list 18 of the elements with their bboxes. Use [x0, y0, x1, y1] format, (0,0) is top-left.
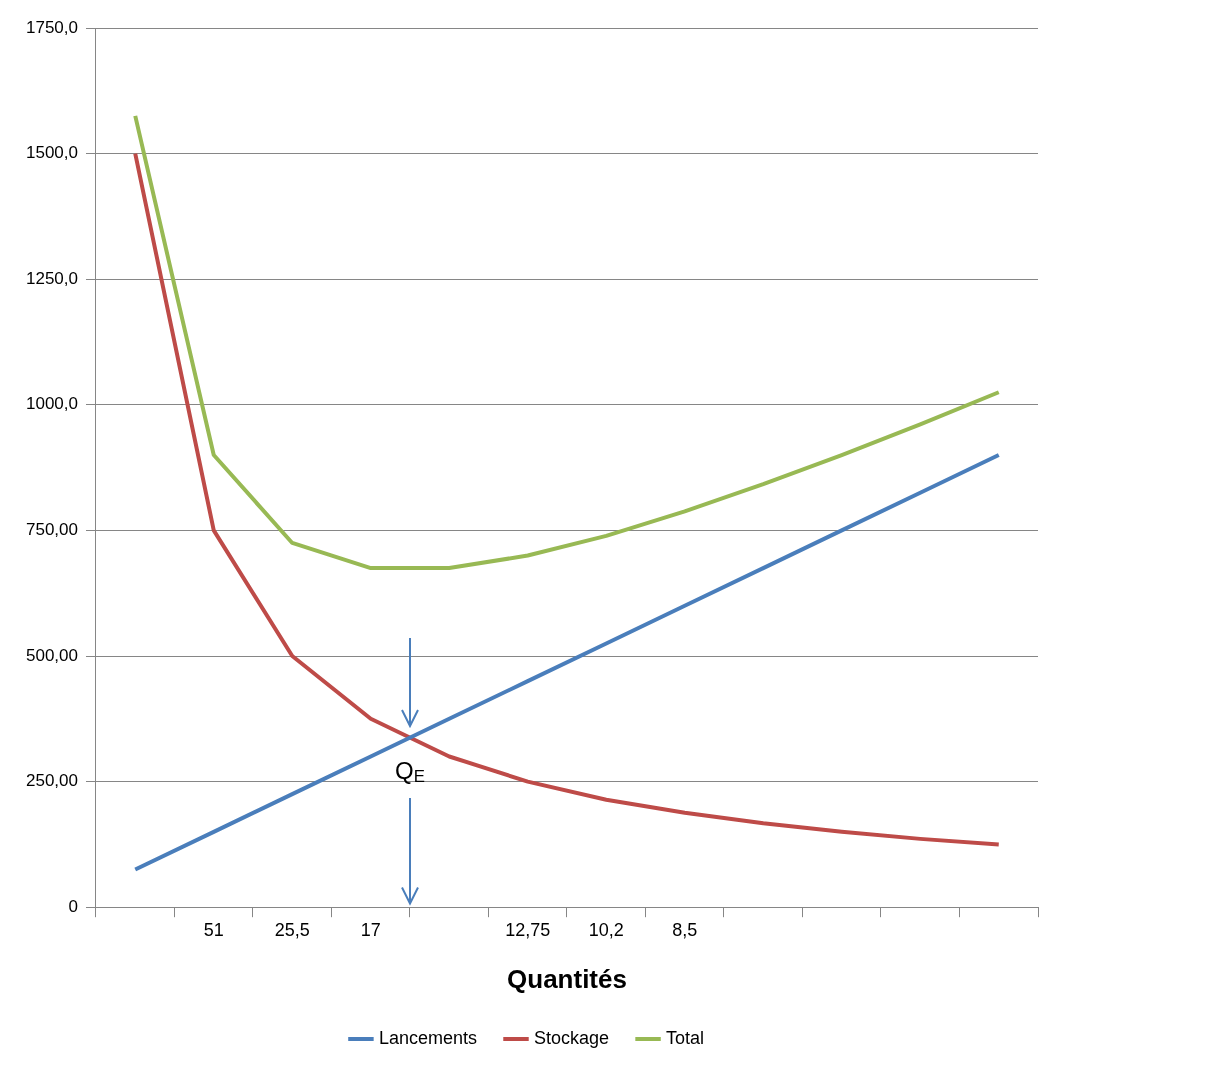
x-axis-title: Quantités [507, 963, 627, 994]
legend-label: Total [666, 1027, 705, 1048]
legend-label: Lancements [378, 1027, 477, 1048]
y-tick-label: 750,00 [26, 520, 78, 540]
y-tick-label: 1500,0 [26, 143, 78, 163]
x-tick-label: 17 [360, 919, 381, 940]
x-tick-label: 51 [203, 919, 224, 940]
x-tick-label: 12,75 [505, 919, 551, 940]
x-tick-label: 10,2 [588, 919, 624, 940]
y-tick-label: 1750,0 [26, 17, 78, 37]
legend-label: Stockage [533, 1027, 610, 1048]
y-tick-label: 1000,0 [26, 394, 78, 414]
x-tick-label: 8,5 [672, 919, 698, 940]
y-tick-label: 1250,0 [26, 268, 78, 288]
y-tick-label: 500,00 [26, 645, 78, 665]
y-tick-label: 250,00 [26, 771, 78, 791]
x-tick-label: 25,5 [274, 919, 310, 940]
y-tick-label: 0 [68, 896, 78, 916]
